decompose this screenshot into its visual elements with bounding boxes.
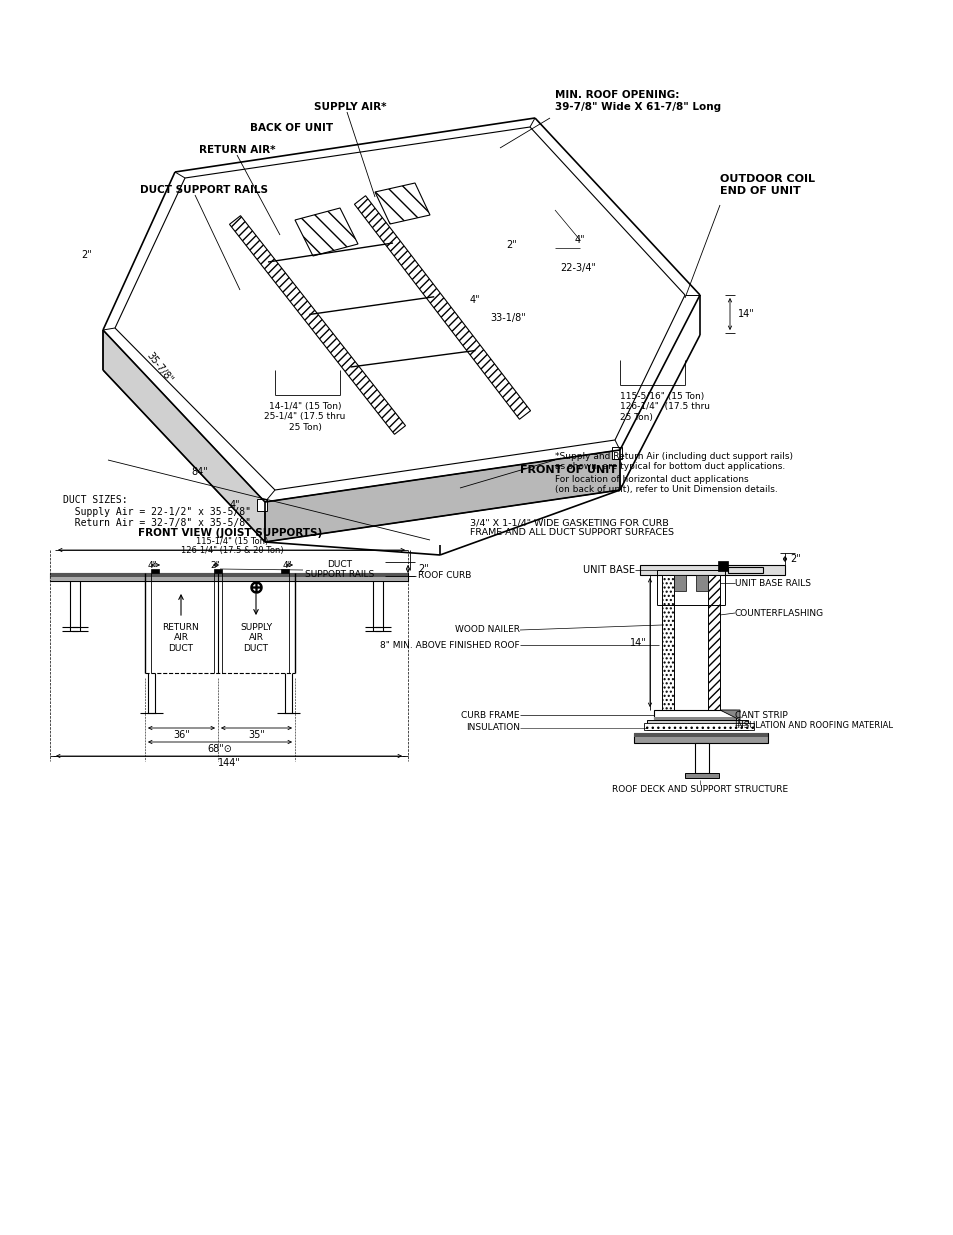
Text: 22-3/4": 22-3/4" (559, 263, 596, 273)
Text: MIN. ROOF OPENING:
39-7/8" Wide X 61-7/8" Long: MIN. ROOF OPENING: 39-7/8" Wide X 61-7/8… (555, 90, 720, 112)
Polygon shape (720, 710, 740, 720)
Polygon shape (265, 450, 619, 542)
Text: 144": 144" (217, 758, 240, 768)
Text: CANT STRIP: CANT STRIP (734, 710, 787, 720)
Text: 4": 4" (574, 235, 585, 245)
Text: 4": 4" (282, 561, 292, 569)
Bar (50, 573, 408, 577)
Bar (256, 499, 267, 511)
Text: DUCT
SUPPORT RAILS: DUCT SUPPORT RAILS (305, 559, 374, 579)
Polygon shape (355, 195, 530, 419)
Bar (281, 569, 289, 573)
Bar (50, 577, 408, 580)
Bar (50, 573, 408, 580)
Text: 33-1/8": 33-1/8" (490, 312, 525, 324)
Polygon shape (103, 330, 265, 542)
Text: 84": 84" (192, 467, 208, 477)
Bar (727, 567, 762, 573)
Text: *Supply and Return Air (including duct support rails)
as shown, are typical for : *Supply and Return Air (including duct s… (555, 452, 792, 472)
Polygon shape (294, 207, 357, 256)
Bar (213, 569, 222, 573)
Text: UNIT BASE: UNIT BASE (582, 564, 635, 576)
Text: 2": 2" (506, 240, 517, 249)
Polygon shape (375, 183, 430, 224)
Text: 35": 35" (248, 730, 265, 740)
Text: 2": 2" (789, 555, 800, 564)
Bar (151, 569, 159, 573)
Polygon shape (230, 216, 405, 435)
Bar (654, 718, 735, 720)
Text: 2": 2" (210, 561, 219, 569)
Bar (612, 447, 621, 459)
Text: BACK OF UNIT: BACK OF UNIT (251, 124, 334, 133)
Bar (718, 561, 727, 571)
Text: 14": 14" (630, 637, 646, 647)
Bar (695, 743, 708, 773)
Text: CURB FRAME: CURB FRAME (461, 710, 519, 720)
Text: 8" MIN. ABOVE FINISHED ROOF: 8" MIN. ABOVE FINISHED ROOF (380, 641, 519, 650)
Text: For location of horizontal duct applications
(on back of unit), refer to Unit Di: For location of horizontal duct applicat… (555, 475, 777, 494)
Text: 68"⊙: 68"⊙ (208, 743, 233, 755)
Text: DUCT SIZES:
  Supply Air = 22-1/2" x 35-5/8"
  Return Air = 32-7/8" x 35-5/8": DUCT SIZES: Supply Air = 22-1/2" x 35-5/… (63, 495, 251, 529)
Bar (634, 734, 767, 737)
Text: FRONT OF UNIT: FRONT OF UNIT (519, 466, 617, 475)
Text: 2": 2" (82, 249, 92, 261)
Text: RETURN
AIR
DUCT: RETURN AIR DUCT (162, 622, 199, 653)
Bar (646, 720, 747, 730)
Text: INSULATION AND ROOFING MATERIAL: INSULATION AND ROOFING MATERIAL (734, 720, 892, 730)
Text: 35-7/8": 35-7/8" (145, 351, 174, 385)
Text: 36": 36" (172, 730, 190, 740)
Text: RETURN AIR*: RETURN AIR* (198, 144, 275, 156)
Text: SUPPLY AIR*: SUPPLY AIR* (314, 103, 386, 112)
Bar (673, 576, 685, 592)
Text: 4": 4" (469, 295, 479, 305)
Bar (639, 564, 784, 576)
Text: 4": 4" (148, 561, 157, 569)
Bar (707, 576, 720, 710)
Text: OUTDOOR COIL
END OF UNIT: OUTDOOR COIL END OF UNIT (720, 174, 814, 196)
Bar (643, 722, 753, 730)
Text: 115-5/16" (15 Ton)
126-1/4"  (17.5 thru
25 Ton): 115-5/16" (15 Ton) 126-1/4" (17.5 thru 2… (619, 391, 709, 422)
Text: WOOD NAILER: WOOD NAILER (455, 625, 519, 635)
Text: 3/4" X 1-1/4" WIDE GASKETING FOR CURB
FRAME AND ALL DUCT SUPPORT SURFACES: 3/4" X 1-1/4" WIDE GASKETING FOR CURB FR… (470, 517, 673, 537)
Text: 126-1/4" (17.5 & 20 Ton): 126-1/4" (17.5 & 20 Ton) (180, 546, 283, 555)
Bar (654, 710, 735, 720)
Text: FRONT VIEW (JOIST SUPPORTS): FRONT VIEW (JOIST SUPPORTS) (138, 529, 322, 538)
Text: COUNTERFLASHING: COUNTERFLASHING (734, 609, 823, 618)
Text: ROOF CURB: ROOF CURB (417, 572, 471, 580)
Bar (684, 773, 719, 778)
Text: 115-1/4" (15 Ton): 115-1/4" (15 Ton) (195, 537, 268, 546)
Text: SUPPLY
AIR
DUCT: SUPPLY AIR DUCT (240, 622, 272, 653)
Bar (661, 576, 673, 710)
Text: DUCT SUPPORT RAILS: DUCT SUPPORT RAILS (140, 185, 268, 195)
Text: 14-1/4" (15 Ton)
25-1/4" (17.5 thru
25 Ton): 14-1/4" (15 Ton) 25-1/4" (17.5 thru 25 T… (264, 403, 345, 432)
Bar (634, 734, 767, 743)
Text: UNIT BASE RAILS: UNIT BASE RAILS (734, 578, 810, 588)
Text: INSULATION: INSULATION (465, 724, 519, 732)
Text: ROOF DECK AND SUPPORT STRUCTURE: ROOF DECK AND SUPPORT STRUCTURE (611, 785, 787, 794)
Bar (696, 576, 707, 592)
Text: 2": 2" (417, 564, 428, 574)
Text: 14": 14" (738, 309, 754, 319)
Text: 4": 4" (230, 500, 240, 510)
